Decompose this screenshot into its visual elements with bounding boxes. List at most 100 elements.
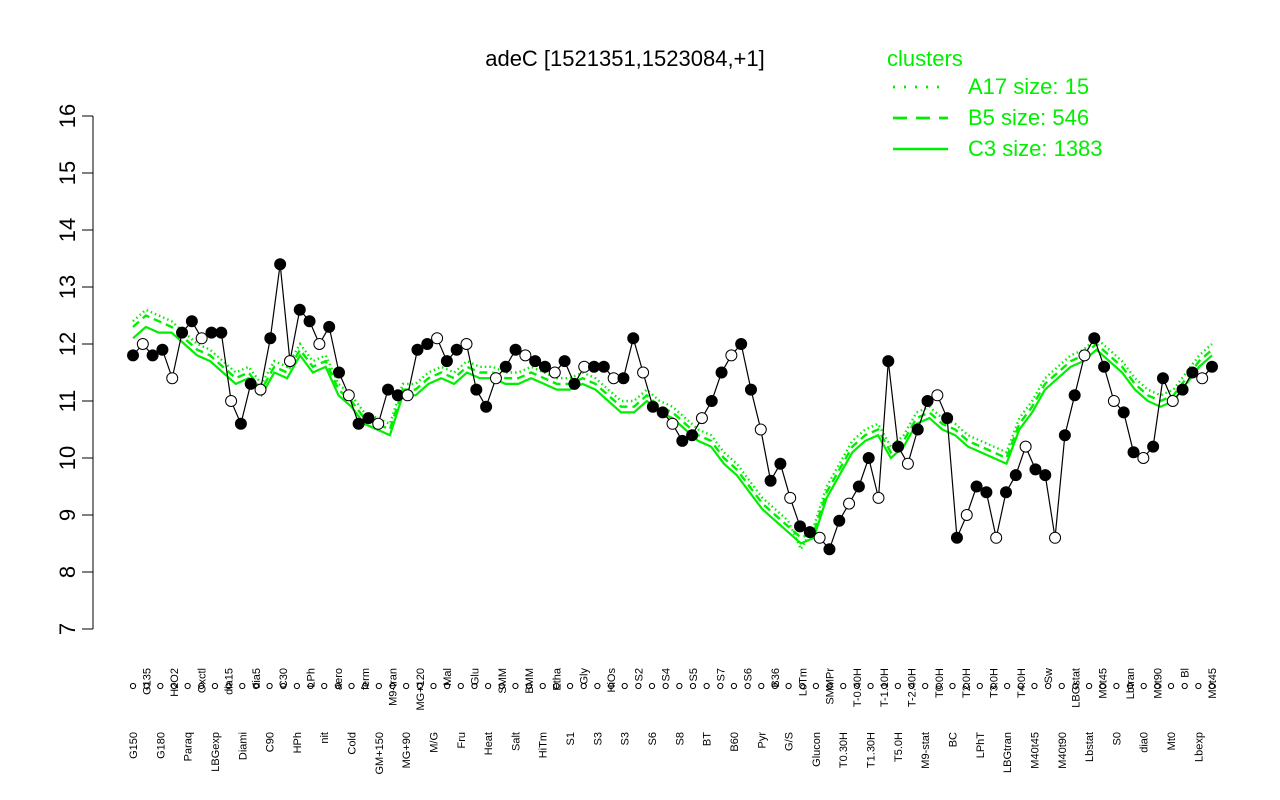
x-tick-marker bbox=[170, 682, 178, 690]
legend-label: A17 size: 15 bbox=[968, 74, 1089, 99]
x-tick-label: T-0.40H bbox=[852, 668, 864, 707]
data-point bbox=[911, 423, 924, 436]
x-tick-marker bbox=[416, 682, 423, 690]
x-tick-marker bbox=[1045, 682, 1052, 690]
x-tick-marker bbox=[389, 682, 396, 690]
x-tick-marker bbox=[785, 682, 792, 690]
data-point bbox=[695, 412, 708, 425]
x-tick-label: dia15 bbox=[224, 668, 236, 695]
data-point bbox=[215, 326, 228, 339]
data-point bbox=[833, 514, 846, 527]
x-tick-marker bbox=[321, 682, 328, 690]
x-tick-label: M0t45 bbox=[1207, 668, 1219, 699]
y-tick-label: 13 bbox=[55, 275, 80, 299]
x-tick-label: nit bbox=[319, 732, 331, 744]
x-tick-label: S0 bbox=[1111, 732, 1123, 745]
x-tick-marker bbox=[184, 682, 191, 690]
x-tick-marker bbox=[881, 682, 888, 690]
x-tick-label: T-1.10H bbox=[879, 668, 891, 707]
x-tick-marker bbox=[1126, 682, 1134, 690]
x-tick-label: B36 bbox=[770, 668, 782, 688]
x-tick-marker bbox=[403, 682, 410, 690]
data-point bbox=[323, 320, 336, 333]
x-tick-marker bbox=[266, 682, 273, 690]
data-point bbox=[1147, 440, 1160, 453]
x-tick-marker bbox=[949, 682, 956, 690]
data-point bbox=[666, 417, 679, 430]
data-point bbox=[1098, 360, 1111, 373]
x-tick-marker bbox=[457, 682, 464, 690]
data-point bbox=[1196, 372, 1209, 385]
data-point bbox=[901, 457, 914, 470]
data-point bbox=[794, 520, 807, 533]
x-tick-label: M9-tran bbox=[388, 668, 400, 706]
x-tick-label: MG+90 bbox=[401, 732, 413, 768]
x-tick-label: S6 bbox=[743, 668, 755, 681]
data-point bbox=[185, 315, 198, 328]
x-tick-label: LBGexp bbox=[210, 732, 222, 772]
x-tick-label: S3 bbox=[620, 732, 632, 745]
data-point bbox=[509, 343, 522, 356]
x-tick-label: Cold bbox=[347, 732, 359, 755]
legend-title: clusters bbox=[887, 46, 963, 71]
data-point bbox=[1117, 406, 1130, 419]
x-tick-label: Lbtran bbox=[1125, 668, 1137, 699]
data-point bbox=[931, 389, 944, 402]
x-tick-label: dia5 bbox=[251, 668, 263, 689]
data-point bbox=[970, 480, 983, 493]
data-point bbox=[352, 417, 365, 430]
x-tick-label: M0t45 bbox=[1098, 668, 1110, 699]
data-point bbox=[754, 423, 767, 436]
cluster-line-dashed bbox=[132, 314, 1213, 540]
y-tick-label: 12 bbox=[55, 332, 80, 356]
data-point bbox=[813, 531, 826, 544]
data-point bbox=[1156, 372, 1169, 385]
x-tick-label: T2.0H bbox=[961, 668, 973, 698]
data-point bbox=[499, 360, 512, 373]
x-tick-marker bbox=[375, 682, 382, 690]
x-tick-marker bbox=[444, 682, 451, 690]
x-tick-marker bbox=[157, 682, 164, 690]
x-tick-label: Bl bbox=[1180, 668, 1192, 678]
x-tick-label: dia0 bbox=[1139, 732, 1151, 753]
x-tick-marker bbox=[826, 682, 833, 690]
x-tick-marker bbox=[553, 682, 560, 690]
data-point bbox=[803, 526, 816, 539]
data-point bbox=[450, 343, 463, 356]
x-tick-marker bbox=[525, 682, 533, 690]
data-point bbox=[283, 355, 296, 368]
x-tick-label: MG+120 bbox=[415, 668, 427, 711]
x-tick-label: Diami bbox=[237, 732, 249, 760]
data-point bbox=[1029, 463, 1042, 476]
data-point bbox=[470, 383, 483, 396]
x-tick-marker bbox=[635, 682, 642, 690]
x-tick-marker bbox=[129, 682, 137, 690]
x-tick-label: M/G bbox=[428, 732, 440, 753]
data-point bbox=[950, 531, 963, 544]
x-tick-label: Heat bbox=[483, 732, 495, 755]
x-tick-marker bbox=[1208, 682, 1216, 690]
data-point bbox=[637, 366, 650, 379]
expression-line bbox=[127, 258, 1218, 556]
x-tick-label: Mt0 bbox=[1166, 732, 1178, 750]
x-tick-label: B60 bbox=[729, 732, 741, 752]
cluster-line-dotted bbox=[132, 308, 1213, 552]
x-tick-marker bbox=[539, 682, 546, 690]
x-tick-label: S2 bbox=[633, 668, 645, 681]
x-tick-marker bbox=[908, 682, 915, 690]
data-point bbox=[401, 389, 414, 402]
y-tick-label: 14 bbox=[55, 218, 80, 242]
data-point bbox=[332, 366, 345, 379]
data-point bbox=[1088, 332, 1101, 345]
data-point bbox=[1058, 429, 1071, 442]
y-tick-label: 10 bbox=[55, 446, 80, 470]
x-tick-label: C30 bbox=[278, 668, 290, 688]
data-point bbox=[1107, 395, 1120, 407]
data-point bbox=[519, 349, 532, 362]
x-tick-label: G135 bbox=[142, 668, 154, 695]
data-point bbox=[990, 531, 1003, 544]
x-tick-label: LoTm bbox=[797, 668, 809, 696]
data-point bbox=[225, 395, 238, 407]
data-point bbox=[411, 343, 424, 356]
data-point bbox=[1049, 531, 1062, 544]
